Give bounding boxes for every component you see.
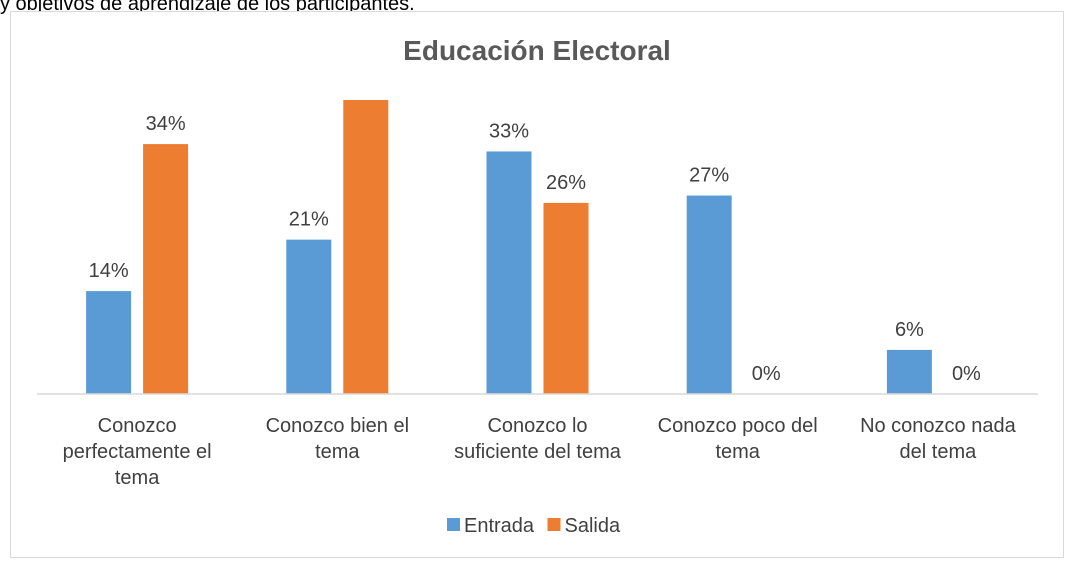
data-label-salida-4: 0% <box>952 363 981 385</box>
category-label-4: No conozco nada <box>860 415 1017 437</box>
bar-entrada-0 <box>86 291 132 394</box>
legend-swatch-salida <box>547 518 561 531</box>
bar-salida-2 <box>543 202 589 394</box>
chart-title: Educación Electoral <box>403 35 671 66</box>
data-label-salida-0: 34% <box>146 113 186 135</box>
bar-entrada-1 <box>286 239 332 394</box>
category-label-0: tema <box>115 467 160 489</box>
legend-label-entrada: Entrada <box>464 515 535 537</box>
category-label-2: Conozco lo <box>487 415 587 437</box>
data-label-entrada-3: 27% <box>689 165 729 187</box>
category-label-1: tema <box>315 441 360 463</box>
category-label-4: del tema <box>900 441 978 463</box>
data-label-entrada-2: 33% <box>489 120 529 142</box>
bar-entrada-3 <box>686 195 732 394</box>
bar-entrada-2 <box>486 151 532 394</box>
data-label-entrada-0: 14% <box>89 260 129 282</box>
legend-label-salida: Salida <box>565 515 621 537</box>
category-label-1: Conozco bien el <box>266 415 409 437</box>
data-label-salida-3: 0% <box>752 363 781 385</box>
bar-entrada-4 <box>886 349 932 394</box>
data-label-entrada-4: 6% <box>895 319 924 341</box>
category-label-3: tema <box>715 441 760 463</box>
data-label-salida-2: 26% <box>546 172 586 194</box>
data-label-entrada-1: 21% <box>289 209 329 231</box>
category-label-0: perfectamente el <box>63 441 212 463</box>
bar-salida-0 <box>143 144 189 394</box>
bar-salida-1 <box>343 100 389 394</box>
category-label-0: Conozco <box>98 415 177 437</box>
category-label-2: suficiente del tema <box>454 441 622 463</box>
category-label-3: Conozco poco del <box>658 415 818 437</box>
legend-swatch-entrada <box>447 518 460 531</box>
